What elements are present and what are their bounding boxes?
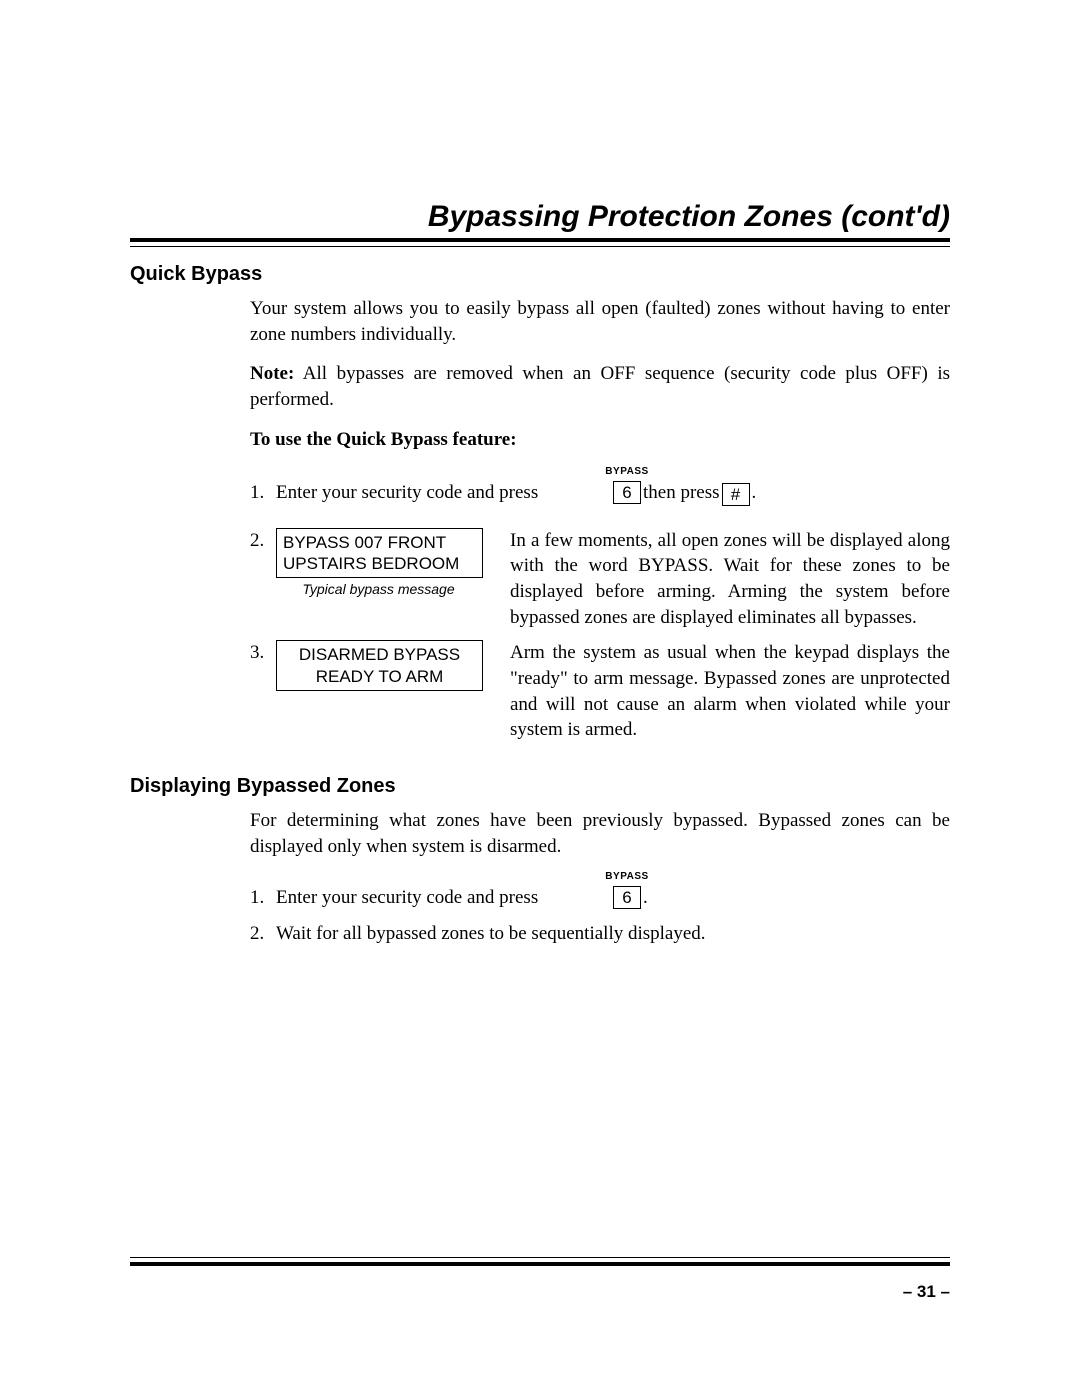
step1-lead: Enter your security code and press bbox=[276, 885, 611, 911]
key-label-bypass: BYPASS bbox=[605, 465, 648, 479]
section-heading-quick-bypass: Quick Bypass bbox=[130, 263, 950, 286]
step-number: 3. bbox=[250, 640, 276, 666]
step-description: Arm the system as usual when the keypad … bbox=[510, 640, 950, 743]
step1-tail: . bbox=[643, 885, 648, 911]
qb-note: Note: All bypasses are removed when an O… bbox=[250, 361, 950, 412]
key-slot: BYPASS 6 bbox=[611, 885, 643, 911]
qb-step-3: 3. DISARMED BYPASS READY TO ARM Arm the … bbox=[250, 640, 950, 743]
step-number: 2. bbox=[250, 921, 276, 947]
key-hash: # bbox=[722, 483, 750, 506]
keypad-display: DISARMED BYPASS READY TO ARM bbox=[276, 640, 483, 691]
step-description: In a few moments, all open zones will be… bbox=[510, 528, 950, 631]
display-bypassed-body: For determining what zones have been pre… bbox=[250, 808, 950, 947]
display-line-2: UPSTAIRS BEDROOM bbox=[283, 553, 476, 574]
footer-rule bbox=[130, 1257, 950, 1266]
qb-subhead: To use the Quick Bypass feature: bbox=[250, 427, 950, 453]
qb-intro: Your system allows you to easily bypass … bbox=[250, 296, 950, 347]
display-column: DISARMED BYPASS READY TO ARM bbox=[276, 640, 496, 691]
quick-bypass-body: Your system allows you to easily bypass … bbox=[250, 296, 950, 743]
step-text: Enter your security code and press BYPAS… bbox=[276, 480, 756, 506]
display-line-1: BYPASS 007 FRONT bbox=[283, 532, 476, 553]
qb-step-1: 1. Enter your security code and press BY… bbox=[250, 480, 950, 506]
db-step-2: 2. Wait for all bypassed zones to be seq… bbox=[250, 921, 950, 947]
step1-lead: Enter your security code and press bbox=[276, 480, 611, 506]
step1-mid: then press bbox=[643, 480, 720, 506]
page-content: Bypassing Protection Zones (cont'd) Quic… bbox=[130, 200, 950, 1302]
step-number: 1. bbox=[250, 480, 276, 506]
chapter-title: Bypassing Protection Zones (cont'd) bbox=[130, 200, 950, 234]
step-number: 1. bbox=[250, 885, 276, 911]
keypad-display: BYPASS 007 FRONT UPSTAIRS BEDROOM bbox=[276, 528, 483, 579]
step-text: Enter your security code and press BYPAS… bbox=[276, 885, 648, 911]
page-number: – 31 – bbox=[130, 1282, 950, 1302]
note-body: All bypasses are removed when an OFF seq… bbox=[250, 363, 950, 410]
step-text: Wait for all bypassed zones to be sequen… bbox=[276, 921, 706, 947]
key-slot: BYPASS 6 bbox=[611, 480, 643, 506]
section-heading-display-bypassed: Displaying Bypassed Zones bbox=[130, 775, 950, 798]
key-6: 6 bbox=[613, 481, 641, 504]
display-caption: Typical bypass message bbox=[276, 580, 481, 599]
note-label: Note: bbox=[250, 363, 294, 384]
display-column: BYPASS 007 FRONT UPSTAIRS BEDROOM Typica… bbox=[276, 528, 496, 599]
display-line-1: DISARMED BYPASS bbox=[283, 644, 476, 665]
db-intro: For determining what zones have been pre… bbox=[250, 808, 950, 859]
step1-tail: . bbox=[752, 480, 757, 506]
qb-step-2: 2. BYPASS 007 FRONT UPSTAIRS BEDROOM Typ… bbox=[250, 528, 950, 631]
db-step-1: 1. Enter your security code and press BY… bbox=[250, 885, 950, 911]
display-line-2: READY TO ARM bbox=[283, 666, 476, 687]
title-rule bbox=[130, 238, 950, 247]
key-label-bypass: BYPASS bbox=[605, 870, 648, 884]
key-6: 6 bbox=[613, 886, 641, 909]
step-number: 2. bbox=[250, 528, 276, 554]
